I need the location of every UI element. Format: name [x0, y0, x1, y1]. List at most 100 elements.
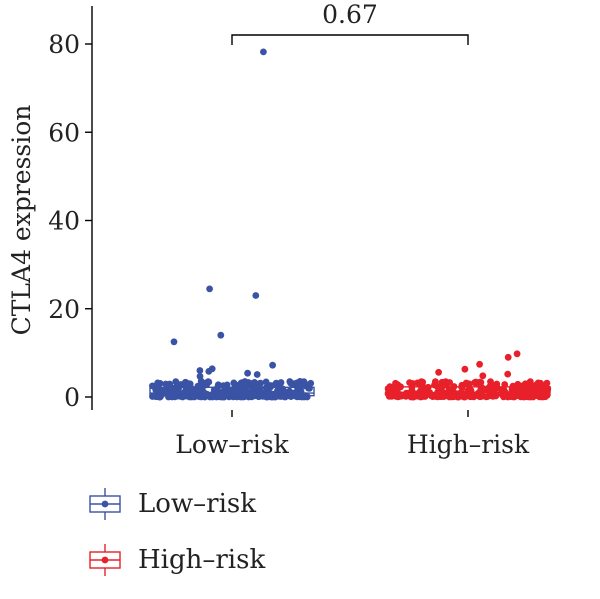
data-point — [287, 379, 294, 387]
outlier-point — [217, 331, 225, 339]
outlier-point — [504, 353, 512, 361]
outlier-point — [479, 372, 487, 380]
data-point — [425, 389, 433, 397]
x-ticks: Low–risk High–risk — [175, 410, 530, 459]
p-value-label: 0.67 — [322, 0, 378, 29]
data-point — [472, 378, 480, 386]
data-point — [431, 381, 438, 389]
data-point — [446, 379, 453, 386]
legend-key-low-risk — [89, 488, 121, 520]
data-point — [414, 392, 422, 400]
legend-item-high-risk: High–risk — [88, 543, 265, 577]
data-point — [465, 382, 473, 390]
outlier-point — [435, 368, 442, 376]
data-point — [489, 382, 497, 389]
y-axis-label: CTLA4 expression — [7, 105, 36, 336]
y-tick-label: 0 — [64, 383, 80, 412]
data-point — [392, 379, 399, 387]
data-point — [180, 392, 188, 400]
outlier-point — [504, 370, 512, 378]
data-point — [301, 392, 309, 399]
data-point — [189, 387, 197, 394]
data-point — [190, 393, 198, 401]
data-point — [438, 378, 446, 386]
data-point — [491, 388, 498, 396]
data-point — [529, 387, 537, 395]
data-point — [477, 391, 485, 399]
data-point — [268, 382, 276, 389]
data-point — [152, 386, 160, 394]
data-point — [508, 385, 516, 393]
data-point — [447, 392, 455, 399]
x-tick-label: High–risk — [407, 430, 530, 459]
data-point — [248, 380, 256, 387]
group-low-risk — [149, 48, 315, 401]
data-point — [460, 391, 467, 399]
data-point — [219, 382, 227, 390]
data-point — [544, 386, 551, 394]
data-point — [165, 393, 172, 401]
data-point — [511, 393, 518, 401]
data-point — [154, 380, 162, 387]
data-point — [501, 381, 509, 388]
outlier-point — [476, 360, 483, 368]
data-point — [184, 387, 192, 395]
data-point — [277, 393, 285, 400]
data-point — [277, 379, 285, 386]
chart-plot: 0 20 40 60 80 Low–risk High–risk CTLA4 expres… — [7, 0, 552, 459]
data-point — [280, 387, 288, 395]
data-point — [255, 388, 263, 396]
outlier-point — [260, 48, 267, 56]
data-point — [539, 393, 547, 401]
legend-item-low-risk: Low–risk — [88, 487, 265, 521]
data-point — [194, 382, 202, 390]
data-point — [210, 386, 218, 394]
data-point — [186, 380, 194, 388]
comparison-bracket: 0.67 — [231, 0, 469, 45]
data-point — [458, 383, 465, 391]
legend-label-high-risk: High–risk — [138, 545, 266, 575]
data-point — [286, 387, 293, 395]
data-point — [439, 391, 447, 399]
data-point — [237, 379, 245, 387]
data-point — [230, 379, 238, 387]
data-point — [162, 380, 170, 388]
data-point — [156, 393, 163, 401]
outlier-point — [170, 338, 178, 346]
legend-label-low-risk: Low–risk — [138, 489, 257, 519]
data-point — [249, 385, 256, 393]
data-point — [434, 391, 442, 399]
axes: 0 20 40 60 80 Low–risk High–risk — [48, 6, 530, 459]
data-point — [229, 393, 237, 401]
data-point — [408, 387, 416, 395]
bracket-line — [231, 34, 469, 45]
data-point — [497, 389, 505, 397]
outlier-point — [206, 285, 214, 293]
data-point — [220, 393, 228, 401]
groups — [149, 48, 552, 401]
data-point — [274, 387, 281, 395]
y-tick-label: 80 — [48, 30, 80, 59]
data-point — [391, 387, 399, 395]
y-ticks: 0 20 40 60 80 — [48, 30, 92, 412]
outlier-point — [196, 367, 204, 374]
y-tick-label: 20 — [48, 295, 80, 324]
outlier-point — [461, 365, 469, 373]
data-point — [242, 392, 249, 400]
data-point — [149, 393, 156, 400]
data-point — [414, 379, 421, 387]
data-point — [466, 392, 473, 400]
data-point — [296, 393, 303, 401]
data-point — [175, 389, 183, 397]
data-point — [204, 378, 212, 386]
outlier-point — [252, 292, 260, 299]
data-point — [287, 393, 295, 400]
data-point — [262, 378, 270, 386]
data-point — [522, 380, 529, 388]
data-point — [534, 379, 542, 387]
data-point — [235, 391, 243, 399]
outlier-point — [196, 372, 204, 380]
data-point — [446, 386, 453, 393]
outlier-point — [244, 369, 252, 377]
outlier-point — [269, 361, 276, 369]
